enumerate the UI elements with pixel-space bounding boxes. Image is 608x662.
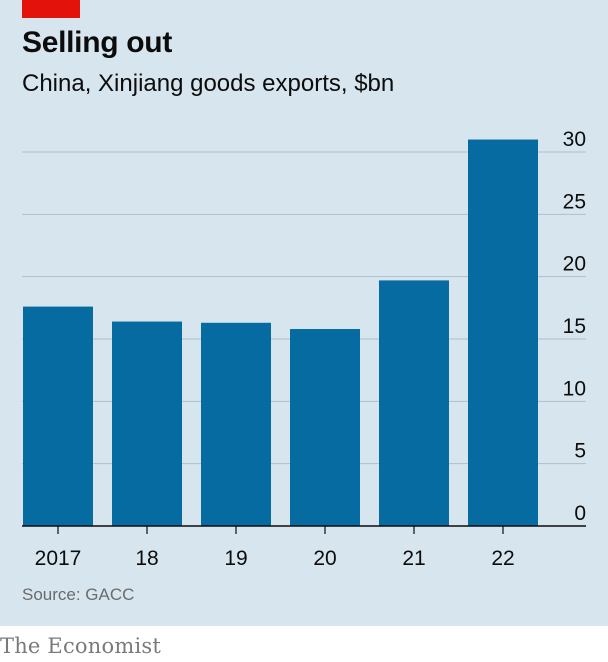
x-tick-label: 2017 xyxy=(35,547,82,570)
bar-22 xyxy=(468,139,538,527)
chart-subtitle: China, Xinjiang goods exports, $bn xyxy=(22,70,395,97)
bar-2017 xyxy=(23,306,93,526)
red-tag xyxy=(22,0,80,18)
x-tick-label: 22 xyxy=(491,547,514,570)
x-tick-label: 21 xyxy=(402,547,425,570)
bar-18 xyxy=(112,321,182,526)
x-tick-label: 19 xyxy=(224,547,247,570)
y-tick-label: 0 xyxy=(574,502,586,525)
y-tick-label: 25 xyxy=(563,190,586,213)
x-tick-label: 18 xyxy=(135,547,158,570)
y-tick-label: 20 xyxy=(563,253,586,276)
bar-21 xyxy=(379,280,449,526)
y-tick-label: 10 xyxy=(563,377,586,400)
y-tick-label: 30 xyxy=(563,128,586,151)
x-tick-label: 20 xyxy=(313,547,336,570)
source-note: Source: GACC xyxy=(22,585,135,604)
chart-title: Selling out xyxy=(22,26,173,59)
brand-wordmark: The Economist xyxy=(0,634,161,658)
y-tick-label: 5 xyxy=(574,440,586,463)
bar-20 xyxy=(290,329,360,526)
bar-19 xyxy=(201,322,271,526)
y-tick-label: 15 xyxy=(563,315,586,338)
